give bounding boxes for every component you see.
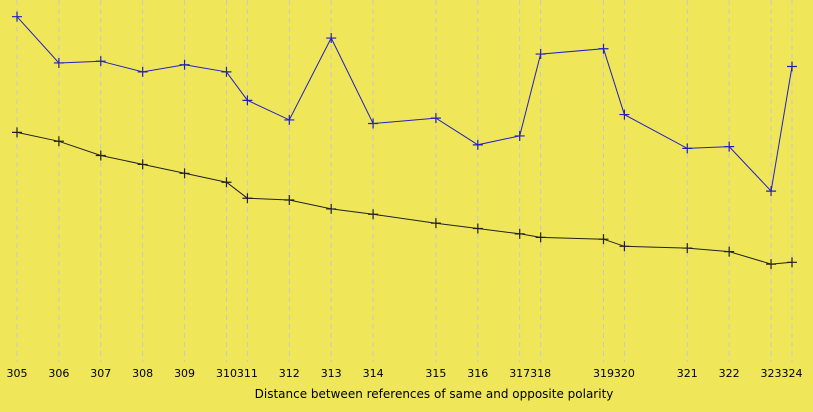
data-point-series-1 [95,56,106,67]
data-point-series-1 [137,66,148,77]
data-point-series-1 [53,57,64,68]
data-point-series-1 [682,143,693,154]
series-line-2 [16,131,793,265]
data-point-series-1 [368,118,379,129]
gridlines [16,0,793,362]
data-point-series-1 [619,109,630,120]
data-point-series-2 [242,193,253,204]
data-point-series-2 [430,218,441,229]
data-point-series-1 [766,186,777,197]
x-tick-label: 318 [530,367,551,380]
x-tick-label: 309 [174,367,195,380]
data-point-series-1 [326,33,337,44]
data-point-series-2 [682,243,693,254]
x-tick-label: 323 [761,367,782,380]
x-tick-labels: 305 306 307 308 309 310 311 312 313 314 315 316 317 3… [7,367,803,380]
data-point-series-2 [368,209,379,220]
data-point-series-1 [472,139,483,150]
data-point-series-2 [221,177,232,188]
data-point-series-1 [284,114,295,125]
x-tick-label: 322 [719,367,740,380]
data-point-series-2 [326,203,337,214]
x-tick-label: 319 [593,367,614,380]
x-tick-label: 324 [782,367,803,380]
data-point-series-1 [12,11,22,22]
x-tick-label: 307 [90,367,111,380]
data-point-series-2 [619,241,630,252]
x-tick-label: 321 [677,367,698,380]
data-point-series-2 [179,168,190,179]
data-point-series-1 [430,113,441,124]
data-point-series-1 [724,141,735,152]
data-point-series-1 [179,59,190,70]
data-point-series-2 [53,136,64,147]
x-tick-label: 312 [279,367,300,380]
data-point-series-1 [535,49,546,60]
data-point-series-1 [242,95,253,106]
data-point-series-1 [514,130,525,141]
data-point-series-1 [221,66,232,77]
data-point-series-2 [766,259,777,270]
data-point-series-2 [12,127,22,138]
series-line-1 [16,16,793,193]
data-point-series-2 [284,195,295,206]
x-tick-label: 315 [425,367,446,380]
data-point-series-2 [514,228,525,239]
x-tick-label: 306 [48,367,69,380]
data-point-series-2 [787,257,797,268]
x-tick-label: 305 [7,367,28,380]
x-tick-label: 317 [509,367,530,380]
data-point-series-2 [472,223,483,234]
data-point-series-2 [598,234,609,245]
data-point-series-2 [137,159,148,170]
data-point-series-2 [724,246,735,257]
x-tick-label: 320 [614,367,635,380]
x-tick-label: 310 [216,367,237,380]
data-point-series-1 [598,43,609,54]
series-layer [12,11,797,270]
data-point-series-2 [95,150,106,161]
x-axis-title: Distance between references of same and … [255,387,614,401]
data-point-series-2 [535,232,546,243]
x-tick-label: 316 [467,367,488,380]
x-tick-label: 311 [237,367,258,380]
x-tick-label: 313 [321,367,342,380]
x-tick-label: 314 [363,367,384,380]
data-point-series-1 [787,61,797,72]
x-tick-label: 308 [132,367,153,380]
